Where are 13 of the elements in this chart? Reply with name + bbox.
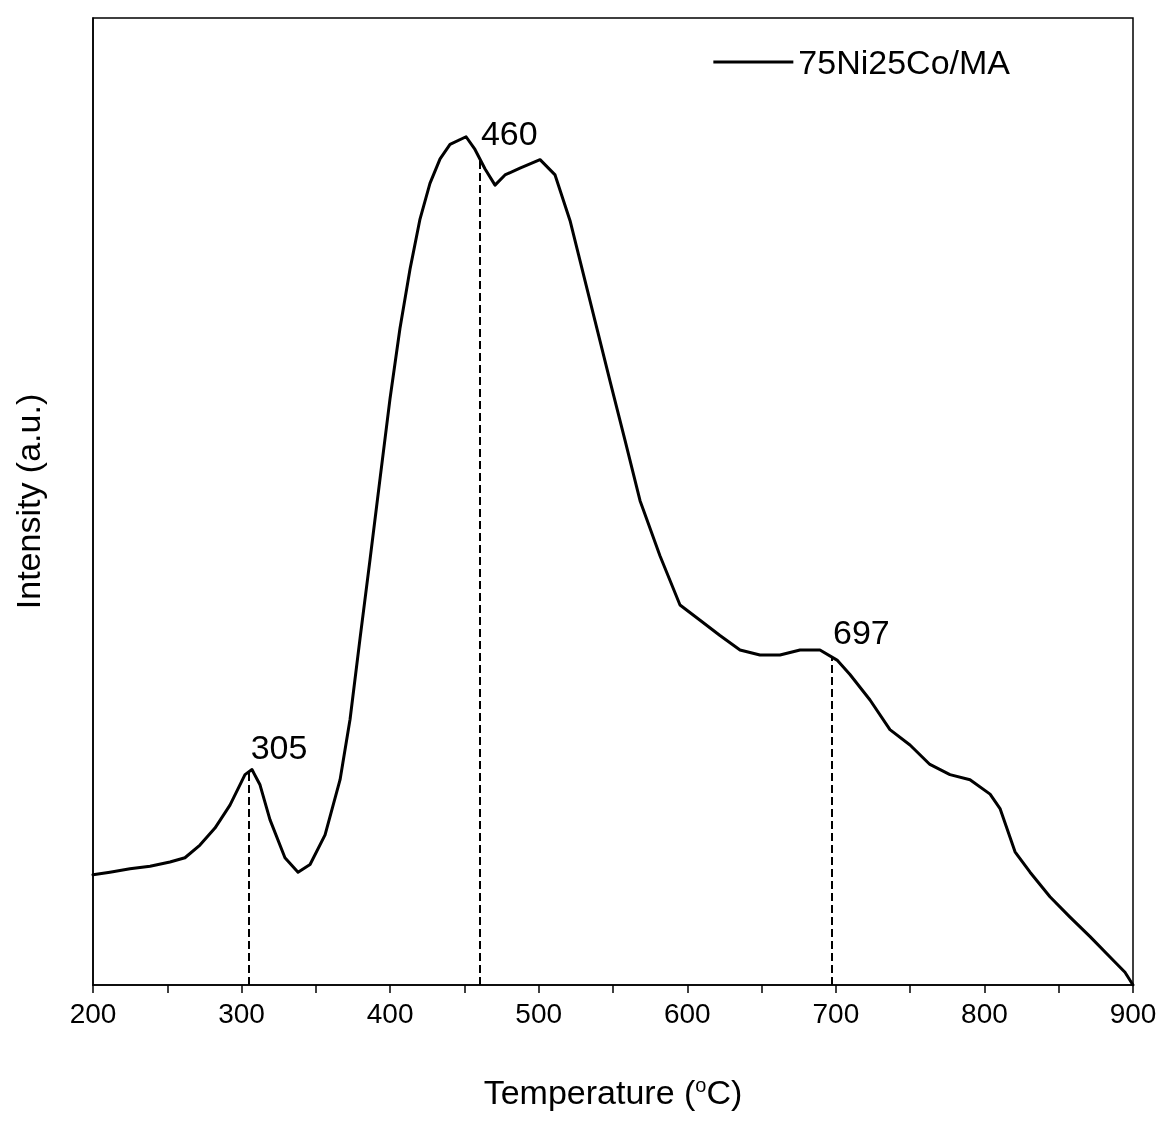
x-tick-label: 500 — [515, 997, 563, 1029]
x-tick-label: 200 — [69, 997, 117, 1029]
x-tick-label: 900 — [1109, 997, 1157, 1029]
x-tick-label: 800 — [961, 997, 1008, 1029]
ref-line-label: 460 — [480, 113, 538, 152]
x-tick-label: 300 — [218, 997, 265, 1029]
ref-line-label: 305 — [250, 727, 308, 766]
x-tick-label: 600 — [663, 997, 711, 1029]
y-axis-title: Intensity (a.u.) — [9, 393, 47, 610]
x-tick-label: 700 — [812, 997, 860, 1029]
x-tick-label: 400 — [366, 997, 414, 1029]
ref-line-label: 697 — [833, 612, 890, 651]
legend-label: 75Ni25Co/MA — [798, 43, 1011, 81]
